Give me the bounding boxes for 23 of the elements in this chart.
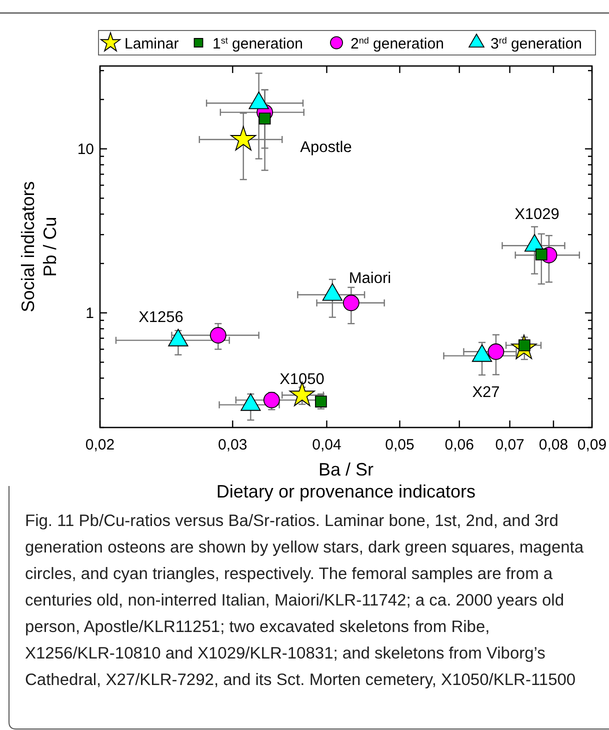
legend-label: 3$^{rd}$ generation xyxy=(490,35,582,52)
x-tick-label: 0,02 xyxy=(85,436,115,454)
y-tick-label: 10 xyxy=(77,140,94,158)
annotation: Apostle xyxy=(300,139,352,156)
annotation: X1050 xyxy=(280,371,325,388)
caption: Fig. 11 Pb/Cu-ratios versus Ba/Sr-ratios. Laminar bone, 1st, 2nd, and 3rd generation osteons are shown by yellow stars, dark green squares, magenta circles, and cyan triangles, respectively. The femoral samples are from a centuries old, non-interred Italian, Maiori/KLR-11742; a ca. 2000 years old person, Apostle/KLR11251; two excavated skeletons from Ribe, X1256/KLR-10810 and X1029/KLR-10831; and skeletons from Viborg’s Cathedral, X27/KLR-7292, and its Sct. Morten cemetery, X1050/KLR-11500 xyxy=(25,512,584,689)
annotation: Maiori xyxy=(348,270,392,287)
x-tick-label: 0,04 xyxy=(312,436,342,454)
x-tick-label: 0,09 xyxy=(577,436,607,454)
x-tick-label: 0,05 xyxy=(385,436,414,454)
legend-label: 2$^{nd}$ generation xyxy=(350,35,444,52)
x-tick-label: 0,08 xyxy=(538,436,568,454)
x-tick-label: 0,07 xyxy=(495,436,524,454)
x-tick-label: 0,06 xyxy=(444,436,474,454)
legend-label: 1$^{st}$ generation xyxy=(212,35,303,52)
legend-label: Laminar xyxy=(124,35,179,52)
x-tick-label: 0,03 xyxy=(218,436,248,454)
x-axis-title: Ba / Sr Dietary or provenance indicators xyxy=(216,460,476,502)
y-tick-label: 1 xyxy=(86,304,94,322)
y-axis-title: Social indicators Pb / Cu xyxy=(18,181,60,312)
annotation: X1256 xyxy=(138,309,184,326)
annotation: X1029 xyxy=(514,206,560,223)
annotation: X27 xyxy=(472,384,500,401)
